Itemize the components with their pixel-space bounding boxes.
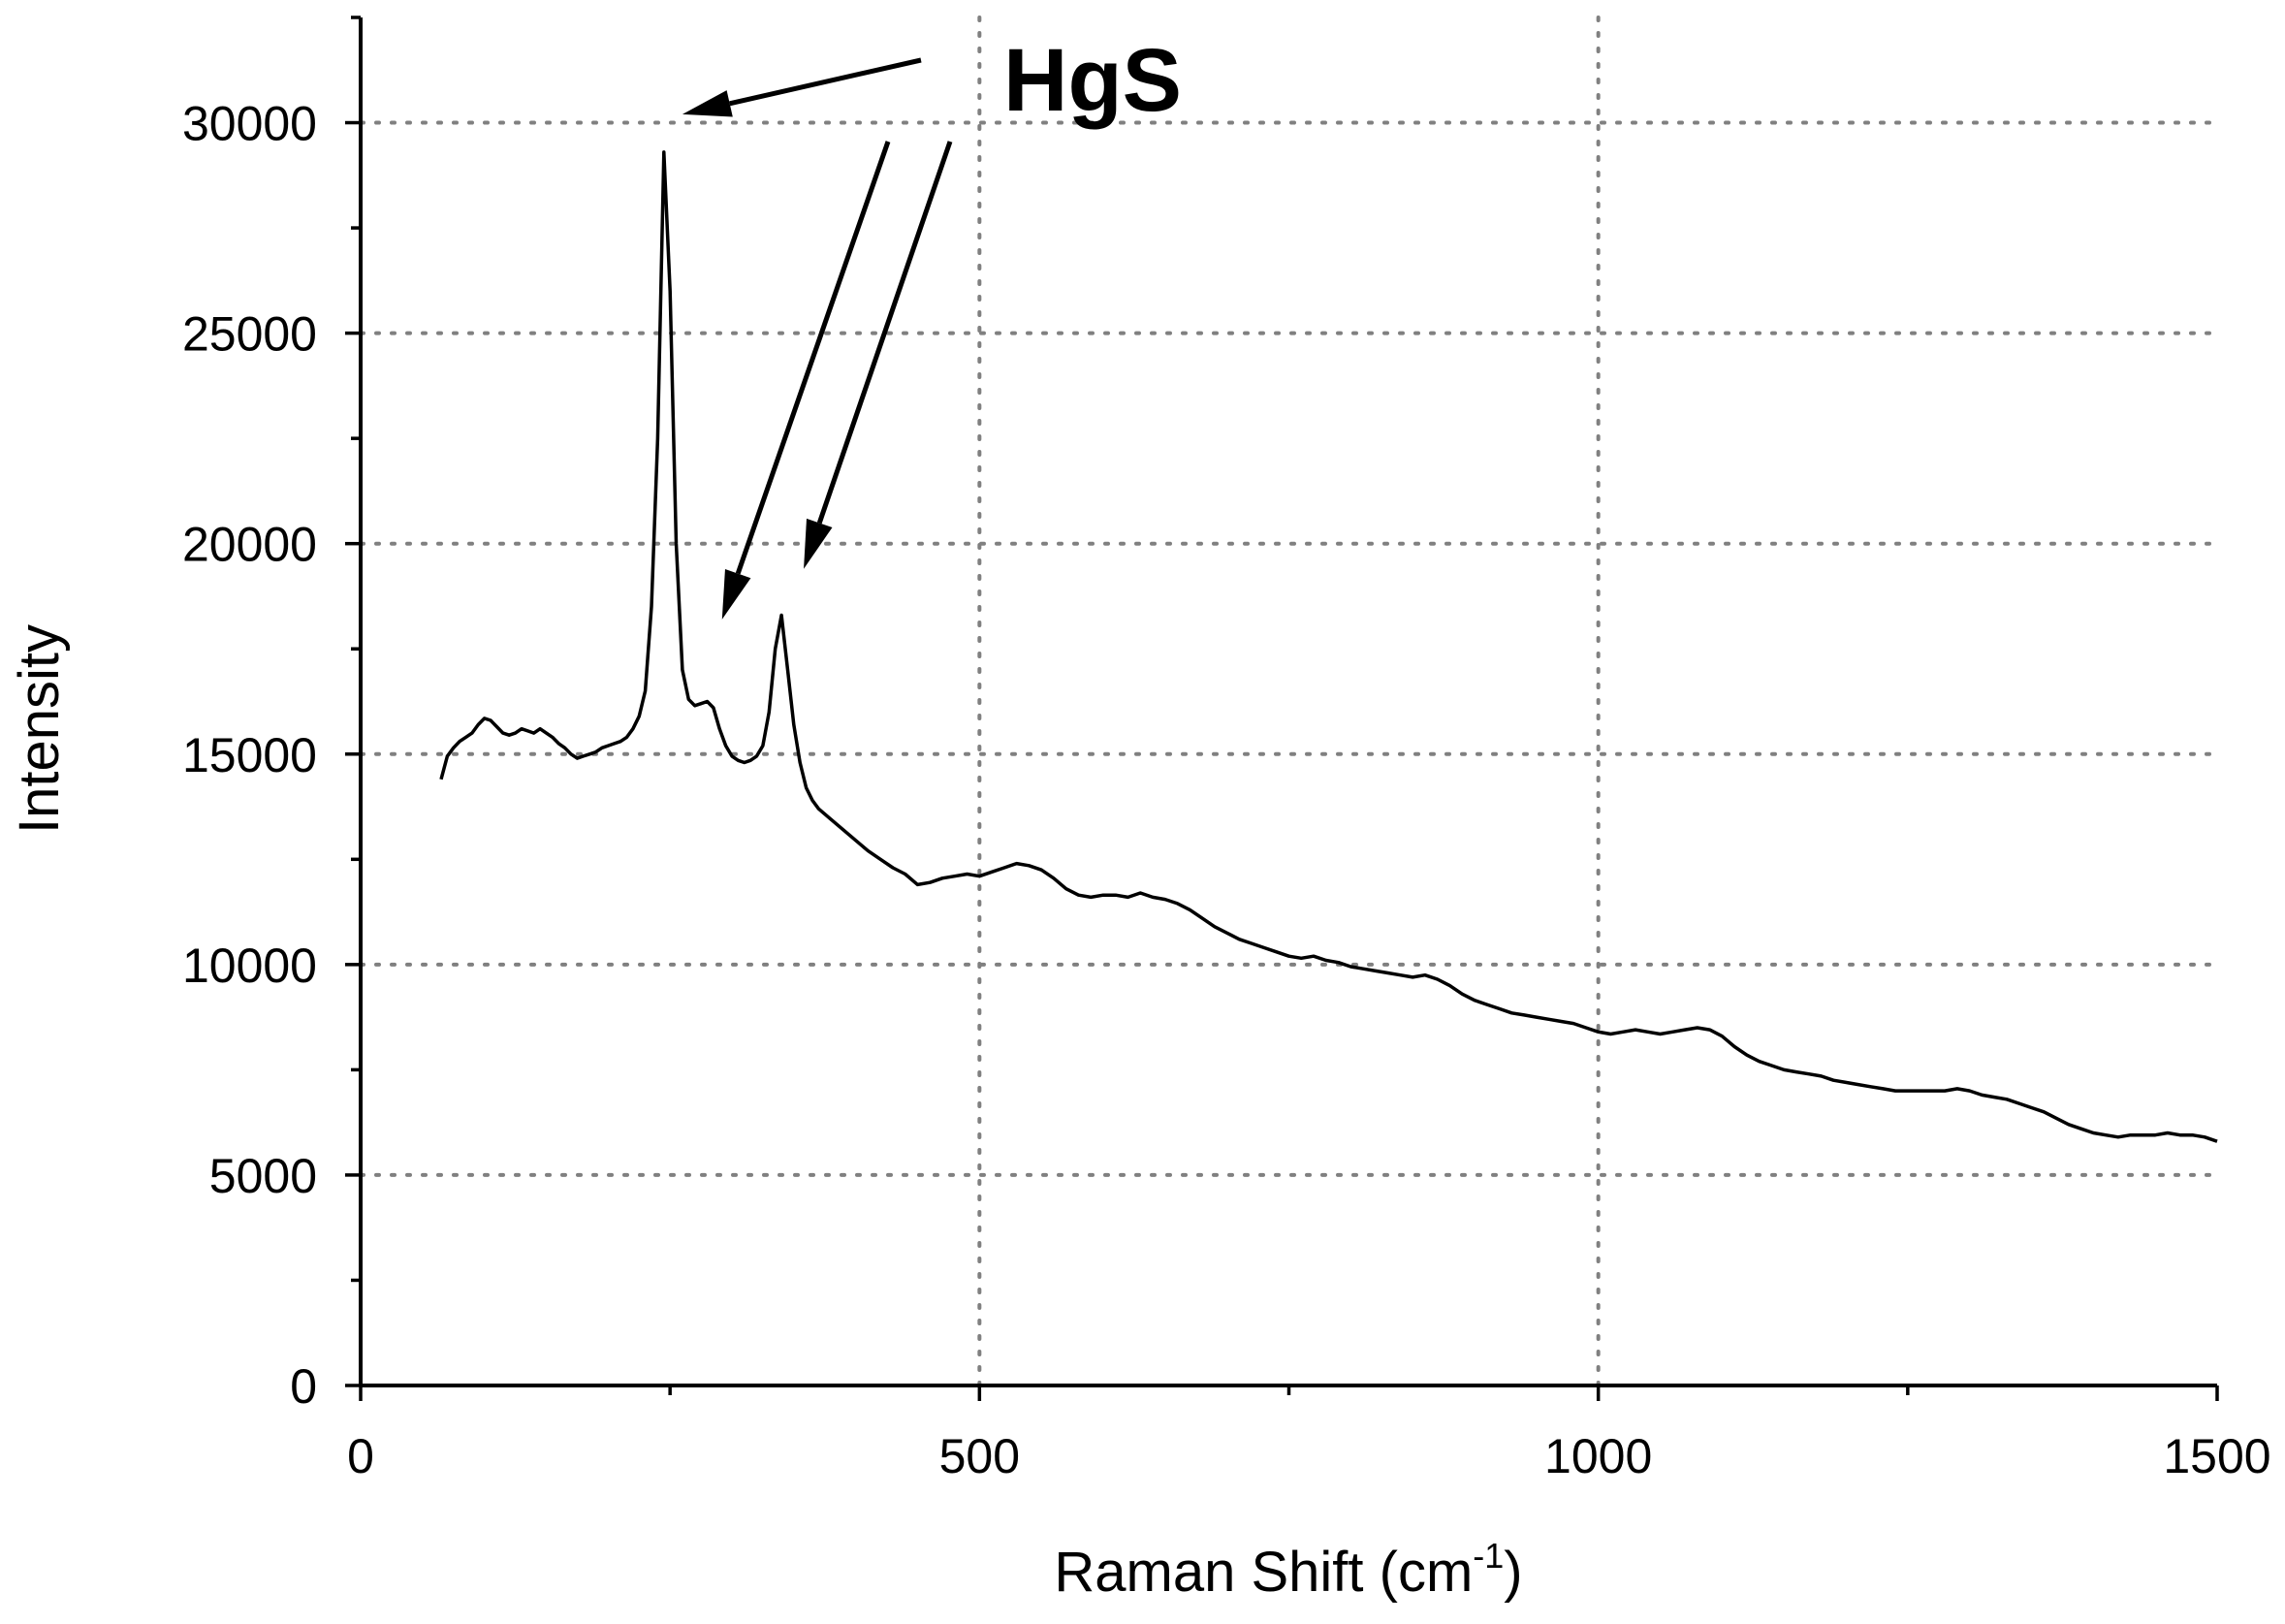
series bbox=[439, 150, 2218, 1143]
grid-lines bbox=[359, 16, 2219, 1387]
x-tick-label: 1000 bbox=[1544, 1429, 1652, 1483]
annotation: HgS bbox=[682, 31, 1182, 620]
x-tick-label: 1500 bbox=[2163, 1429, 2270, 1483]
x-axis-title-main: Raman Shift (cm bbox=[1054, 1541, 1473, 1604]
arrow-head bbox=[721, 569, 751, 620]
axis-ticks: 0 5000 10000 15000 20000 25000 30000 0 500 1000 15… bbox=[182, 16, 2271, 1483]
x-tick-label: 0 bbox=[347, 1429, 374, 1483]
arrow-head bbox=[804, 518, 833, 569]
y-tick-label: 15000 bbox=[182, 728, 317, 782]
arrow-head bbox=[682, 90, 733, 117]
x-axis-title-superscript: -1 bbox=[1473, 1536, 1504, 1576]
x-axis-title: Raman Shift (cm-1) bbox=[1054, 1536, 1522, 1604]
spectrum-line bbox=[439, 150, 2218, 1143]
annotation-arrow bbox=[804, 141, 953, 569]
arrow-shaft bbox=[735, 141, 891, 575]
y-tick-label: 20000 bbox=[182, 518, 317, 572]
y-tick-label: 10000 bbox=[182, 939, 317, 993]
arrow-shaft bbox=[816, 141, 953, 525]
x-tick-label: 500 bbox=[939, 1429, 1020, 1483]
x-axis-title-end: ) bbox=[1504, 1541, 1522, 1604]
arrow-shaft bbox=[729, 57, 922, 107]
y-tick-label: 0 bbox=[290, 1359, 317, 1414]
y-tick-label: 25000 bbox=[182, 307, 317, 362]
y-tick-label: 30000 bbox=[182, 97, 317, 151]
y-axis-title: Intensity bbox=[8, 624, 71, 834]
y-tick-label: 5000 bbox=[209, 1149, 317, 1203]
annotation-arrow bbox=[721, 141, 891, 620]
annotation-hgs-label: HgS bbox=[1003, 31, 1182, 130]
annotation-arrow bbox=[682, 57, 922, 117]
axes bbox=[359, 17, 2217, 1387]
